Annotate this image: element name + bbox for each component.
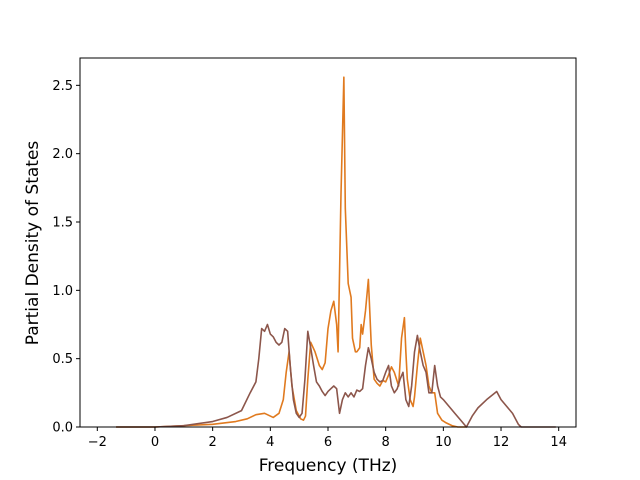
x-tick-label: 12 xyxy=(493,435,510,450)
x-tick-label: 8 xyxy=(382,435,390,450)
x-tick-label: 0 xyxy=(151,435,159,450)
y-tick-label: 0.0 xyxy=(52,421,73,436)
x-tick-label: 4 xyxy=(266,435,274,450)
series-line-2 xyxy=(116,323,556,428)
x-axis-ticks: −2 0 2 4 6 8 10 12 14 xyxy=(88,427,567,450)
y-axis-ticks: 0.0 0.5 1.0 1.5 2.0 2.5 xyxy=(52,79,80,436)
y-axis-label: Partial Density of States xyxy=(23,141,43,346)
plot-area xyxy=(116,76,556,428)
x-tick-label: 10 xyxy=(435,435,452,450)
x-tick-label: 14 xyxy=(550,435,567,450)
series-line-1 xyxy=(116,76,467,428)
y-tick-label: 1.0 xyxy=(52,284,73,299)
x-tick-label: 6 xyxy=(324,435,332,450)
y-tick-label: 0.5 xyxy=(52,352,73,367)
y-tick-label: 1.5 xyxy=(52,216,73,231)
x-tick-label: 2 xyxy=(209,435,217,450)
x-tick-label: −2 xyxy=(88,435,107,450)
y-tick-label: 2.0 xyxy=(52,147,73,162)
x-axis-label: Frequency (THz) xyxy=(259,456,398,476)
y-tick-label: 2.5 xyxy=(52,79,73,94)
